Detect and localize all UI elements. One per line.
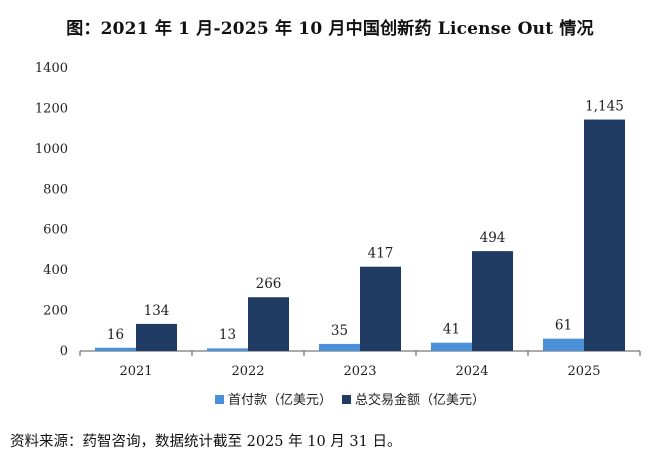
bar-total <box>136 323 177 351</box>
data-label: 134 <box>144 303 170 319</box>
y-tick-label: 1400 <box>35 61 68 76</box>
data-label: 13 <box>219 327 236 343</box>
legend-swatch <box>215 395 224 404</box>
bar-upfront <box>431 342 472 351</box>
legend-label: 首付款（亿美元） <box>228 393 332 408</box>
y-tick-label: 0 <box>60 344 68 359</box>
legend-swatch <box>342 395 351 404</box>
bar-total <box>472 251 513 351</box>
bar-upfront <box>543 338 584 351</box>
legend-label: 总交易金额（亿美元） <box>355 392 485 408</box>
y-tick-label: 600 <box>43 223 68 238</box>
data-label: 494 <box>480 230 506 246</box>
chart-title: 图：2021 年 1 月-2025 年 10 月中国创新药 License Ou… <box>66 19 594 39</box>
source-note: 资料来源：药智咨询，数据统计截至 2025 年 10 月 31 日。 <box>10 434 402 450</box>
y-tick-label: 400 <box>43 263 68 278</box>
data-label: 61 <box>555 318 572 334</box>
bar-total <box>248 297 289 351</box>
x-tick-label: 2021 <box>119 364 152 379</box>
data-label: 417 <box>368 246 394 262</box>
x-tick-label: 2022 <box>231 364 264 379</box>
bar-upfront <box>95 347 136 351</box>
data-label: 1,145 <box>585 99 624 115</box>
y-tick-label: 200 <box>43 304 68 319</box>
data-label: 41 <box>443 322 460 338</box>
data-label: 35 <box>331 323 348 339</box>
y-tick-label: 1200 <box>35 101 68 116</box>
y-tick-label: 800 <box>43 182 68 197</box>
y-tick-label: 1000 <box>35 142 68 157</box>
x-tick-label: 2025 <box>567 364 600 379</box>
data-label: 266 <box>256 276 282 292</box>
x-tick-label: 2023 <box>343 364 376 379</box>
bar-total <box>360 266 401 351</box>
x-tick-label: 2024 <box>455 364 488 379</box>
bar-upfront <box>207 348 248 351</box>
bar-upfront <box>319 343 360 351</box>
bar-total <box>584 119 625 352</box>
data-label: 16 <box>107 327 124 343</box>
